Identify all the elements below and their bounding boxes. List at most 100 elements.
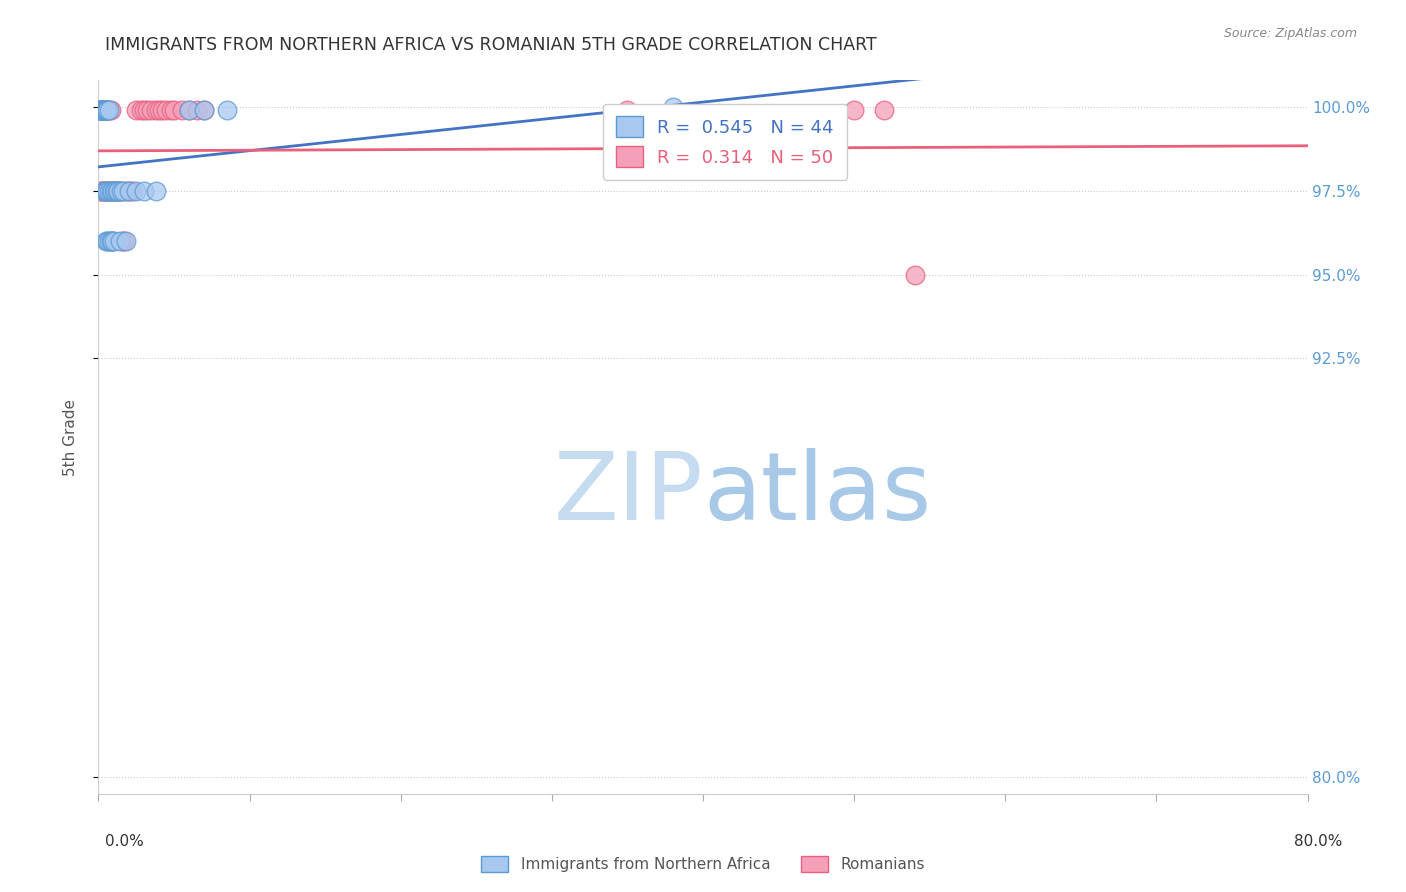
Point xyxy=(104,184,127,198)
Point xyxy=(125,103,148,118)
Point xyxy=(91,103,114,118)
Point xyxy=(96,184,118,198)
Point xyxy=(141,103,163,118)
Point xyxy=(110,184,132,198)
Point xyxy=(145,184,167,198)
Point xyxy=(101,234,124,248)
Point xyxy=(145,103,167,118)
Point xyxy=(94,184,117,198)
Point xyxy=(93,184,115,198)
Point xyxy=(132,184,155,198)
Text: ZIP: ZIP xyxy=(554,448,703,541)
Point xyxy=(132,103,155,118)
Point xyxy=(103,184,125,198)
Point xyxy=(90,184,112,198)
Point xyxy=(100,103,122,118)
Y-axis label: 5th Grade: 5th Grade xyxy=(63,399,77,475)
Point xyxy=(93,103,115,118)
Point xyxy=(155,103,177,118)
Point xyxy=(91,103,114,118)
Point xyxy=(90,103,112,118)
Text: 0.0%: 0.0% xyxy=(105,834,145,849)
Point xyxy=(904,268,927,282)
Point xyxy=(100,234,122,248)
Point xyxy=(112,234,135,248)
Point xyxy=(105,184,128,198)
Point xyxy=(100,184,122,198)
Point xyxy=(98,103,121,118)
Point xyxy=(91,184,114,198)
Point xyxy=(163,103,186,118)
Point xyxy=(93,103,115,118)
Point xyxy=(91,103,114,118)
Point xyxy=(90,103,112,118)
Point xyxy=(93,184,115,198)
Point xyxy=(108,184,131,198)
Point xyxy=(121,184,143,198)
Point xyxy=(94,103,117,118)
Point xyxy=(111,234,134,248)
Point xyxy=(89,184,111,198)
Point xyxy=(170,103,193,118)
Legend: R =  0.545   N = 44, R =  0.314   N = 50: R = 0.545 N = 44, R = 0.314 N = 50 xyxy=(603,103,846,179)
Point xyxy=(193,103,215,118)
Point xyxy=(111,184,134,198)
Point xyxy=(129,103,152,118)
Point xyxy=(160,103,183,118)
Point xyxy=(94,103,117,118)
Point xyxy=(215,103,238,118)
Point xyxy=(108,234,131,248)
Point xyxy=(96,103,118,118)
Point xyxy=(96,103,118,118)
Point xyxy=(96,184,118,198)
Point xyxy=(98,103,121,118)
Point xyxy=(89,103,111,118)
Point xyxy=(179,103,201,118)
Text: 80.0%: 80.0% xyxy=(1295,834,1343,849)
Point xyxy=(125,184,148,198)
Point xyxy=(91,103,114,118)
Point xyxy=(91,103,114,118)
Point xyxy=(103,234,125,248)
Point xyxy=(98,234,121,248)
Point xyxy=(98,184,121,198)
Point xyxy=(101,184,124,198)
Point xyxy=(93,103,115,118)
Point xyxy=(148,103,170,118)
Point xyxy=(101,234,124,248)
Point xyxy=(844,103,866,118)
Point xyxy=(107,184,129,198)
Point xyxy=(114,234,136,248)
Point xyxy=(179,103,201,118)
Point xyxy=(110,184,132,198)
Point xyxy=(661,100,683,114)
Text: IMMIGRANTS FROM NORTHERN AFRICA VS ROMANIAN 5TH GRADE CORRELATION CHART: IMMIGRANTS FROM NORTHERN AFRICA VS ROMAN… xyxy=(105,36,877,54)
Point xyxy=(101,184,124,198)
Point xyxy=(96,103,118,118)
Point xyxy=(118,184,141,198)
Point xyxy=(873,103,896,118)
Point xyxy=(96,234,118,248)
Point xyxy=(94,103,117,118)
Point xyxy=(94,103,117,118)
Point xyxy=(105,184,128,198)
Point xyxy=(107,184,129,198)
Point xyxy=(89,103,111,118)
Point xyxy=(91,103,114,118)
Point xyxy=(98,184,121,198)
Text: atlas: atlas xyxy=(703,448,931,541)
Text: Source: ZipAtlas.com: Source: ZipAtlas.com xyxy=(1223,27,1357,40)
Point xyxy=(104,184,127,198)
Point xyxy=(100,184,122,198)
Point xyxy=(90,103,112,118)
Legend: Immigrants from Northern Africa, Romanians: Immigrants from Northern Africa, Romania… xyxy=(474,848,932,880)
Point xyxy=(103,184,125,198)
Point xyxy=(94,184,117,198)
Point xyxy=(118,184,141,198)
Point xyxy=(90,103,112,118)
Point xyxy=(94,234,117,248)
Point xyxy=(193,103,215,118)
Point xyxy=(89,103,111,118)
Point xyxy=(150,103,173,118)
Point xyxy=(114,184,136,198)
